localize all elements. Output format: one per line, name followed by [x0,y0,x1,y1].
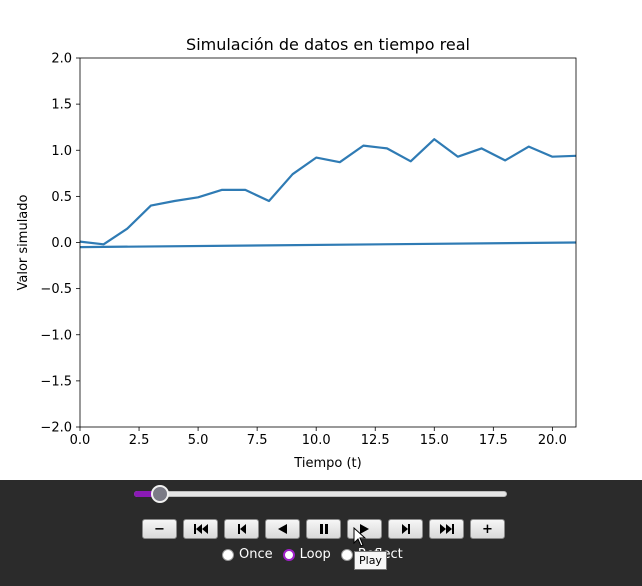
x-tick-label: 20.0 [538,433,567,448]
play-reverse-button[interactable] [265,519,300,539]
x-tick-label: 7.5 [247,433,268,448]
skip-to-end-icon [439,524,454,534]
series-line-1 [79,241,577,249]
frame-slider[interactable] [134,485,507,503]
y-tick-label: −2.0 [40,421,72,436]
y-tick-label: −1.5 [40,374,72,389]
step-forward-icon [401,524,410,534]
pause-icon [319,524,328,534]
mouse-pointer-icon [353,527,367,547]
previous-frame-button[interactable] [224,519,259,539]
y-tick-label: 0.5 [51,190,72,205]
mode-loop-label: Loop [299,547,331,562]
x-tick-label: 15.0 [420,433,449,448]
x-tick-label: 5.0 [188,433,209,448]
mode-once[interactable]: Once [222,547,273,562]
mode-once-label: Once [239,547,273,562]
mode-loop-radio[interactable] [282,548,295,561]
y-axis-label: Valor simulado [16,194,31,290]
play-icon [360,524,369,534]
mode-once-radio[interactable] [222,548,234,561]
clip-mask-right [576,0,642,480]
y-tick-label: 1.5 [51,98,72,113]
mode-loop[interactable]: Loop [282,547,331,562]
chart-title: Simulación de datos en tiempo real [186,35,470,54]
x-tick-label: 17.5 [479,433,508,448]
line-chart: 0.0 2.5 5.0 7.5 10.0 12.5 15.0 17.5 20.0 −2.0 −1.5… [0,0,642,480]
clip-mask-left [0,0,80,480]
x-tick-label: 10.0 [302,433,331,448]
playback-buttons: − [142,519,505,539]
y-tick-label: 1.0 [51,144,72,159]
increase-speed-button[interactable]: + [470,519,505,539]
next-frame-button[interactable] [388,519,423,539]
pause-button[interactable] [306,519,341,539]
mode-reflect-radio[interactable] [340,548,353,561]
x-axis-label: Tiempo (t) [293,456,361,471]
first-frame-button[interactable] [183,519,218,539]
last-frame-button[interactable] [429,519,464,539]
slider-thumb[interactable] [151,485,170,503]
play-reverse-icon [278,524,287,534]
slider-fill [134,491,161,497]
series-line-0 [79,138,577,246]
slider-track[interactable] [134,491,507,497]
play-tooltip: Play [354,551,387,570]
y-tick-label: 0.0 [51,236,72,251]
decrease-speed-button[interactable]: − [142,519,177,539]
y-tick-label: −0.5 [40,282,72,297]
figure: 0.0 2.5 5.0 7.5 10.0 12.5 15.0 17.5 20.0 −2.0 −1.5… [0,0,642,480]
step-back-icon [237,524,246,534]
plus-icon: + [482,521,493,537]
x-tick-label: 12.5 [361,433,390,448]
y-tick-label: −1.0 [40,328,72,343]
skip-to-start-icon [193,524,208,534]
x-tick-label: 2.5 [129,433,150,448]
x-tick-label: 0.0 [70,433,91,448]
y-tick-label: 2.0 [51,52,72,67]
minus-icon: − [154,521,165,537]
